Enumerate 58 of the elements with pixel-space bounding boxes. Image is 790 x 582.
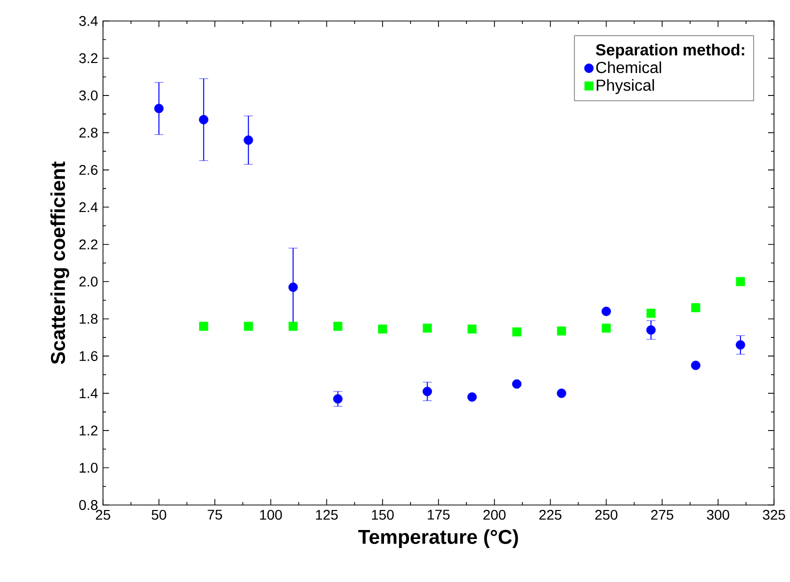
point [736,340,746,350]
point [691,360,700,370]
x-tick-label: 200 [483,510,506,520]
y-tick-label: 1.8 [80,314,98,324]
point [333,394,343,404]
x-tick-label: 275 [651,510,674,520]
x-axis-title: Temperature (°C) [358,529,518,548]
point [422,324,432,333]
x-tick-label: 50 [152,510,166,520]
x-tick-label: 325 [762,510,786,520]
x-tick-label: 125 [316,510,338,520]
y-tick-label: 0.8 [79,500,98,510]
point [646,325,656,335]
y-tick-label: 1.6 [80,351,98,362]
point [602,324,611,333]
point [736,277,745,286]
y-axis-title: Scattering coefficient [50,162,70,364]
legend-title: Separation method: [596,44,744,59]
point [333,322,342,331]
point [468,324,477,334]
x-tick-label: 100 [260,510,282,520]
point [512,379,522,389]
y-tick-label: 2.2 [79,239,98,250]
y-tick-label: 3.0 [79,90,98,100]
y-tick-label: 2.4 [79,202,98,212]
x-tick-label: 300 [706,510,730,520]
point [198,114,208,124]
x-tick-label: 25 [96,510,110,520]
point [646,308,656,318]
x-tick-label: 175 [428,510,450,520]
point [602,306,611,316]
point [288,322,298,331]
legend-label: Chemical [596,61,662,74]
y-tick-label: 3.2 [79,53,98,64]
point [467,392,477,402]
y-tick-label: 1.0 [80,462,98,473]
point [199,322,208,331]
point [288,282,298,292]
legend-label: Physical [596,79,654,94]
y-tick-label: 2.8 [79,128,98,138]
point [691,303,700,312]
y-tick-label: 3.4 [79,16,98,26]
x-tick-label: 250 [595,510,618,520]
point [556,388,566,398]
point [244,322,253,331]
point [557,326,566,336]
y-tick-label: 2.0 [79,276,98,287]
y-tick-label: 1.2 [80,426,98,436]
point [154,104,164,114]
x-tick-label: 75 [208,510,222,520]
y-tick-label: 2.6 [79,164,98,175]
point [378,324,388,334]
point [512,327,522,336]
point [422,386,432,396]
x-tick-label: 150 [372,510,394,520]
point [244,135,254,145]
y-tick-label: 1.4 [80,388,98,398]
x-tick-label: 225 [539,510,562,520]
